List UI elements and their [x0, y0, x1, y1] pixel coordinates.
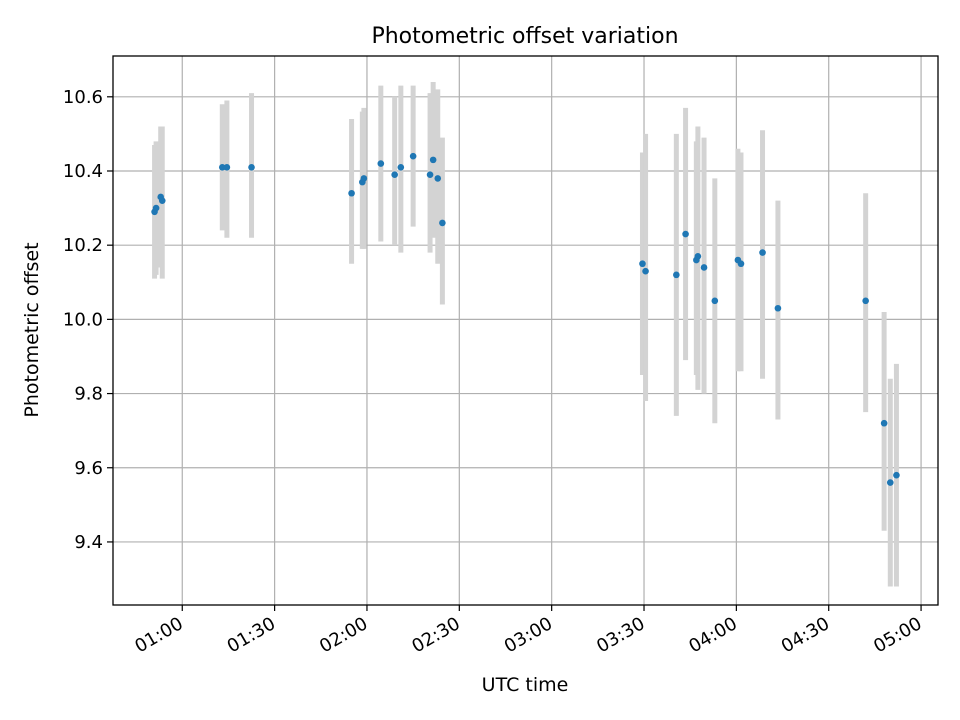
data-point	[409, 152, 417, 160]
y-tick-label: 9.6	[74, 458, 103, 479]
data-points	[151, 152, 900, 486]
data-point	[694, 253, 702, 260]
data-point	[737, 260, 745, 268]
data-point	[880, 419, 888, 427]
y-tick-label: 9.4	[74, 532, 103, 553]
x-axis-label: UTC time	[482, 674, 569, 696]
data-point	[218, 163, 226, 171]
data-point	[700, 264, 708, 271]
data-point	[158, 197, 166, 204]
data-point	[429, 156, 437, 164]
y-axis-label: Photometric offset	[21, 242, 43, 417]
data-point	[377, 160, 385, 167]
y-tick-label: 10.2	[63, 235, 103, 256]
data-point	[439, 219, 446, 227]
data-point	[348, 189, 355, 197]
data-point	[862, 297, 869, 305]
data-point	[223, 163, 231, 171]
data-point	[397, 163, 405, 171]
data-point	[248, 163, 255, 171]
data-point	[639, 260, 646, 268]
y-tick-label: 10.4	[63, 161, 103, 182]
data-point	[682, 230, 689, 238]
data-point	[426, 171, 434, 179]
y-tick-label: 10.6	[63, 87, 103, 108]
data-point	[886, 479, 894, 486]
data-point	[673, 271, 680, 279]
y-tick-label: 10.0	[63, 309, 103, 330]
data-point	[152, 204, 160, 212]
y-tick-label: 9.8	[74, 384, 103, 405]
plot-frame	[112, 55, 939, 606]
data-point	[893, 471, 900, 479]
data-point	[711, 297, 719, 305]
data-point	[391, 171, 398, 179]
data-point	[360, 175, 368, 182]
data-point	[759, 249, 766, 256]
data-point	[774, 304, 782, 312]
data-point	[434, 175, 442, 182]
data-point	[642, 267, 649, 275]
chart-title: Photometric offset variation	[371, 24, 678, 49]
